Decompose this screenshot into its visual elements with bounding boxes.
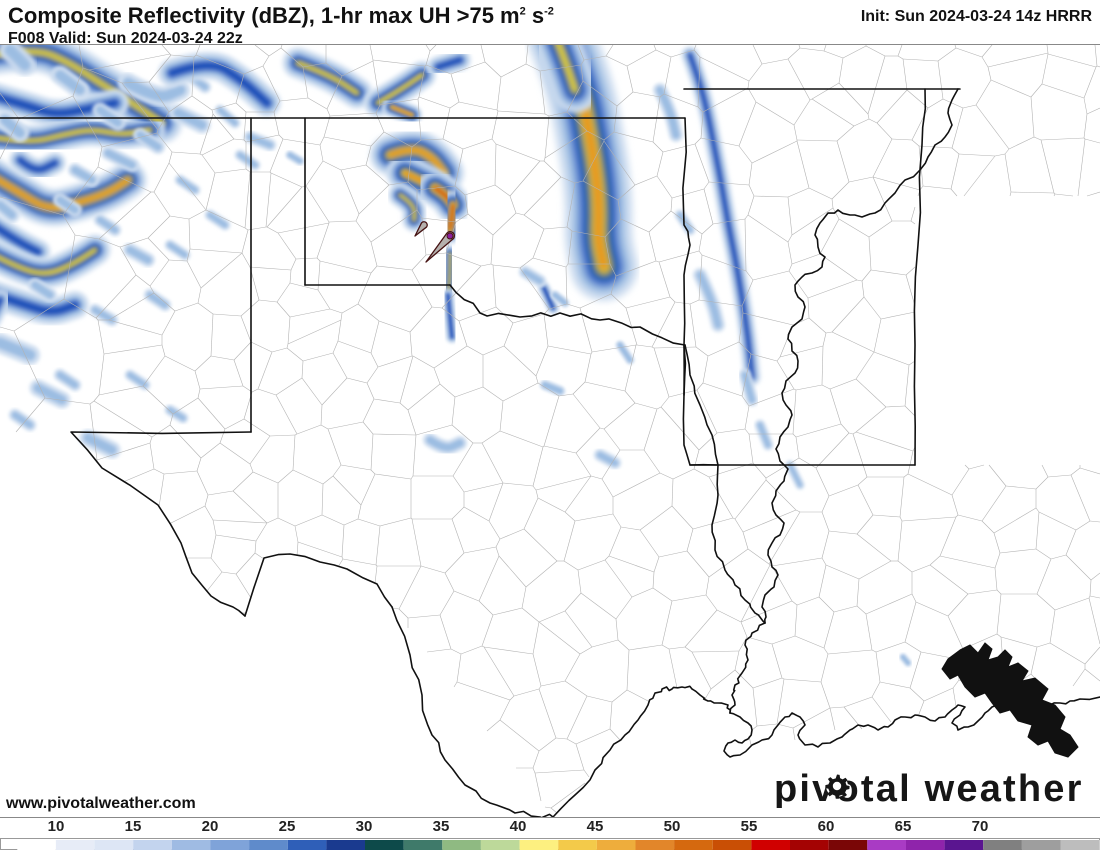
svg-text:pivotal weather: pivotal weather <box>774 768 1084 808</box>
